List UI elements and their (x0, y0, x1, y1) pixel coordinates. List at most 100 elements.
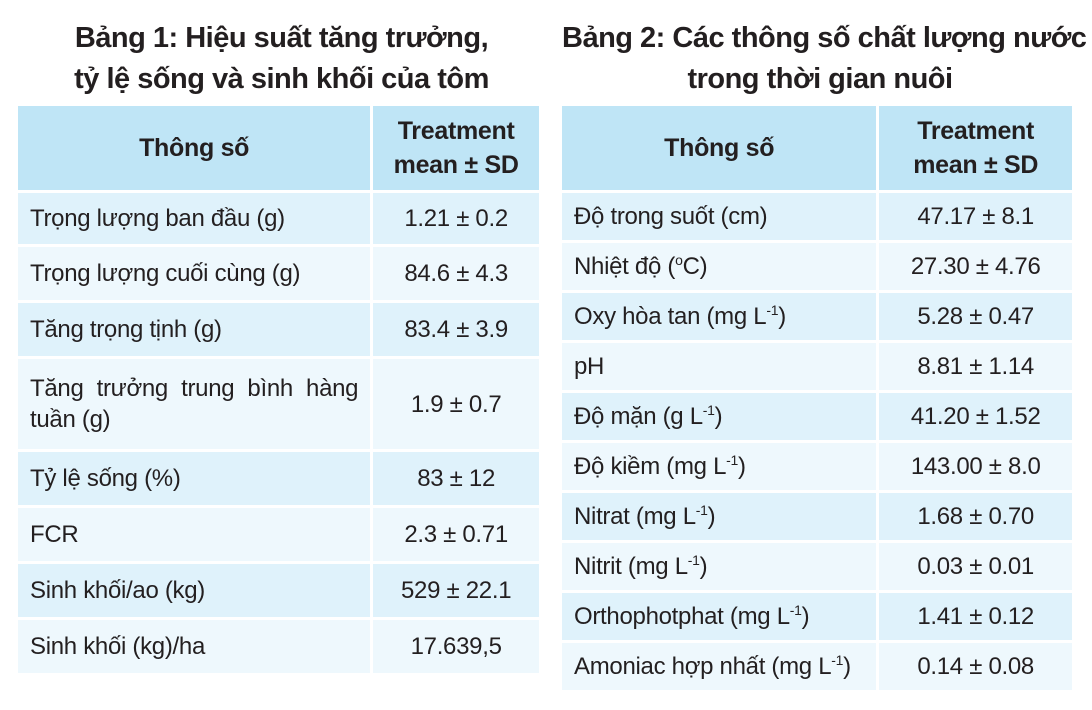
table-row: Độ kiềm (mg L-1) 143.00 ± 8.0 (562, 443, 1072, 490)
growth-table: Thông số Treatment mean ± SD Trọng lượng… (15, 103, 542, 676)
row-label-suffix: ) (801, 603, 810, 630)
row-label: Trọng lượng ban đầu (g) (18, 193, 371, 244)
table-row: Tỷ lệ sống (%) 83 ± 12 (18, 452, 539, 505)
row-value: 17.639,5 (373, 620, 539, 673)
row-label: Nitrat (mg L-1) (562, 493, 877, 540)
row-value: 83.4 ± 3.9 (373, 303, 539, 356)
row-label-text: Độ trong suốt (cm) (574, 203, 768, 230)
row-label-sup: -1 (831, 652, 844, 668)
row-value: 5.28 ± 0.47 (879, 293, 1072, 340)
table-row: Nitrit (mg L-1) 0.03 ± 0.01 (562, 543, 1072, 590)
row-value: 84.6 ± 4.3 (373, 247, 539, 300)
row-label: Sinh khối/ao (kg) (18, 564, 371, 617)
row-value: 0.03 ± 0.01 (879, 543, 1072, 590)
row-value: 47.17 ± 8.1 (879, 193, 1072, 240)
table-row: Orthophotphat (mg L-1) 1.41 ± 0.12 (562, 593, 1072, 640)
row-label-sup: -1 (702, 402, 715, 418)
table-row: pH 8.81 ± 1.14 (562, 343, 1072, 390)
row-value: 8.81 ± 1.14 (879, 343, 1072, 390)
row-label: Tỷ lệ sống (%) (18, 452, 371, 505)
table2-title-line1: Bảng 2: Các thông số chất lượng nước (562, 22, 1087, 54)
table-row: Trọng lượng ban đầu (g) 1.21 ± 0.2 (18, 193, 539, 244)
row-value: 1.68 ± 0.70 (879, 493, 1072, 540)
row-label-suffix: ) (843, 653, 851, 680)
row-label: Sinh khối (kg)/ha (18, 620, 371, 673)
row-label: Amoniac hợp nhất (mg L-1) (562, 643, 877, 690)
row-label: Nhiệt độ (oC) (562, 243, 877, 290)
row-value: 1.9 ± 0.7 (373, 359, 539, 449)
row-label: Orthophotphat (mg L-1) (562, 593, 877, 640)
table-row: Trọng lượng cuối cùng (g) 84.6 ± 4.3 (18, 247, 539, 300)
row-label: pH (562, 343, 877, 390)
header-value-line2: mean ± SD (913, 151, 1039, 179)
table1-panel: Bảng 1: Hiệu suất tăng trưởng, tỷ lệ sốn… (18, 0, 545, 676)
row-label-suffix: C) (682, 253, 708, 280)
row-label-text: Nitrit (mg L (574, 553, 688, 580)
row-label: Trọng lượng cuối cùng (g) (18, 247, 371, 300)
row-label-text: Oxy hòa tan (mg L (574, 303, 767, 330)
row-label: Độ mặn (g L-1) (562, 393, 877, 440)
table1-title: Bảng 1: Hiệu suất tăng trưởng, tỷ lệ sốn… (18, 0, 545, 106)
table-row: Tăng trọng tịnh (g) 83.4 ± 3.9 (18, 303, 539, 356)
row-label-text: Độ mặn (g L (574, 403, 703, 430)
table-row: Độ trong suốt (cm) 47.17 ± 8.1 (562, 193, 1072, 240)
row-label-suffix: ) (707, 503, 716, 530)
table-row: Oxy hòa tan (mg L-1) 5.28 ± 0.47 (562, 293, 1072, 340)
table1-title-line2: tỷ lệ sống và sinh khối của tôm (74, 63, 489, 95)
table2-title-line2: trong thời gian nuôi (687, 63, 953, 95)
row-label: Độ kiềm (mg L-1) (562, 443, 877, 490)
table-row: Tăng trưởng trung bình hàng tuần (g) 1.9… (18, 359, 539, 449)
row-label-sup: o (675, 252, 683, 268)
header-value-line1: Treatment (397, 117, 515, 145)
table1-title-line1: Bảng 1: Hiệu suất tăng trưởng, (74, 22, 489, 54)
row-value: 41.20 ± 1.52 (879, 393, 1072, 440)
header-value: Treatment mean ± SD (879, 106, 1072, 190)
row-label-suffix: ) (699, 553, 708, 580)
table-row: FCR 2.3 ± 0.71 (18, 508, 539, 561)
table-row: Sinh khối/ao (kg) 529 ± 22.1 (18, 564, 539, 617)
row-label-sup: -1 (695, 502, 708, 518)
row-label-sup: -1 (766, 302, 779, 318)
row-label-sup: -1 (789, 602, 802, 618)
table-row: Nhiệt độ (oC) 27.30 ± 4.76 (562, 243, 1072, 290)
row-label-text: Độ kiềm (mg L (574, 453, 727, 480)
row-label: Nitrit (mg L-1) (562, 543, 877, 590)
table2-panel: Bảng 2: Các thông số chất lượng nước tro… (559, 0, 1087, 693)
water-quality-table: Thông số Treatment mean ± SD Độ trong su… (559, 103, 1075, 693)
row-label: Tăng trưởng trung bình hàng tuần (g) (18, 359, 371, 449)
row-label: FCR (18, 508, 371, 561)
row-value: 27.30 ± 4.76 (879, 243, 1072, 290)
header-value: Treatment mean ± SD (373, 106, 539, 190)
row-value: 143.00 ± 8.0 (879, 443, 1072, 490)
table-row: Sinh khối (kg)/ha 17.639,5 (18, 620, 539, 673)
table-header-row: Thông số Treatment mean ± SD (18, 106, 539, 190)
table-row: Độ mặn (g L-1) 41.20 ± 1.52 (562, 393, 1072, 440)
row-label: Độ trong suốt (cm) (562, 193, 877, 240)
row-label-suffix: ) (778, 303, 786, 330)
row-label-text: Nitrat (mg L (574, 503, 696, 530)
header-value-line2: mean ± SD (393, 151, 519, 179)
row-value: 2.3 ± 0.71 (373, 508, 539, 561)
row-label-text: Orthophotphat (mg L (574, 603, 790, 630)
row-value: 83 ± 12 (373, 452, 539, 505)
table-row: Nitrat (mg L-1) 1.68 ± 0.70 (562, 493, 1072, 540)
row-value: 529 ± 22.1 (373, 564, 539, 617)
row-value: 1.21 ± 0.2 (373, 193, 539, 244)
row-label-text: Nhiệt độ ( (574, 253, 676, 280)
row-label-sup: -1 (687, 552, 700, 568)
header-param: Thông số (18, 106, 371, 190)
row-label: Tăng trọng tịnh (g) (18, 303, 371, 356)
table-row: Amoniac hợp nhất (mg L-1) 0.14 ± 0.08 (562, 643, 1072, 690)
row-value: 0.14 ± 0.08 (879, 643, 1072, 690)
row-label-sup: -1 (726, 452, 738, 468)
header-value-line1: Treatment (917, 117, 1035, 145)
row-label-suffix: ) (738, 453, 746, 480)
row-label-text: pH (574, 353, 605, 380)
table-header-row: Thông số Treatment mean ± SD (562, 106, 1072, 190)
table2-title: Bảng 2: Các thông số chất lượng nước tro… (562, 0, 1087, 106)
row-value: 1.41 ± 0.12 (879, 593, 1072, 640)
header-param: Thông số (562, 106, 877, 190)
row-label: Oxy hòa tan (mg L-1) (562, 293, 877, 340)
row-label-text: Amoniac hợp nhất (mg L (574, 653, 832, 680)
row-label-suffix: ) (714, 403, 723, 430)
